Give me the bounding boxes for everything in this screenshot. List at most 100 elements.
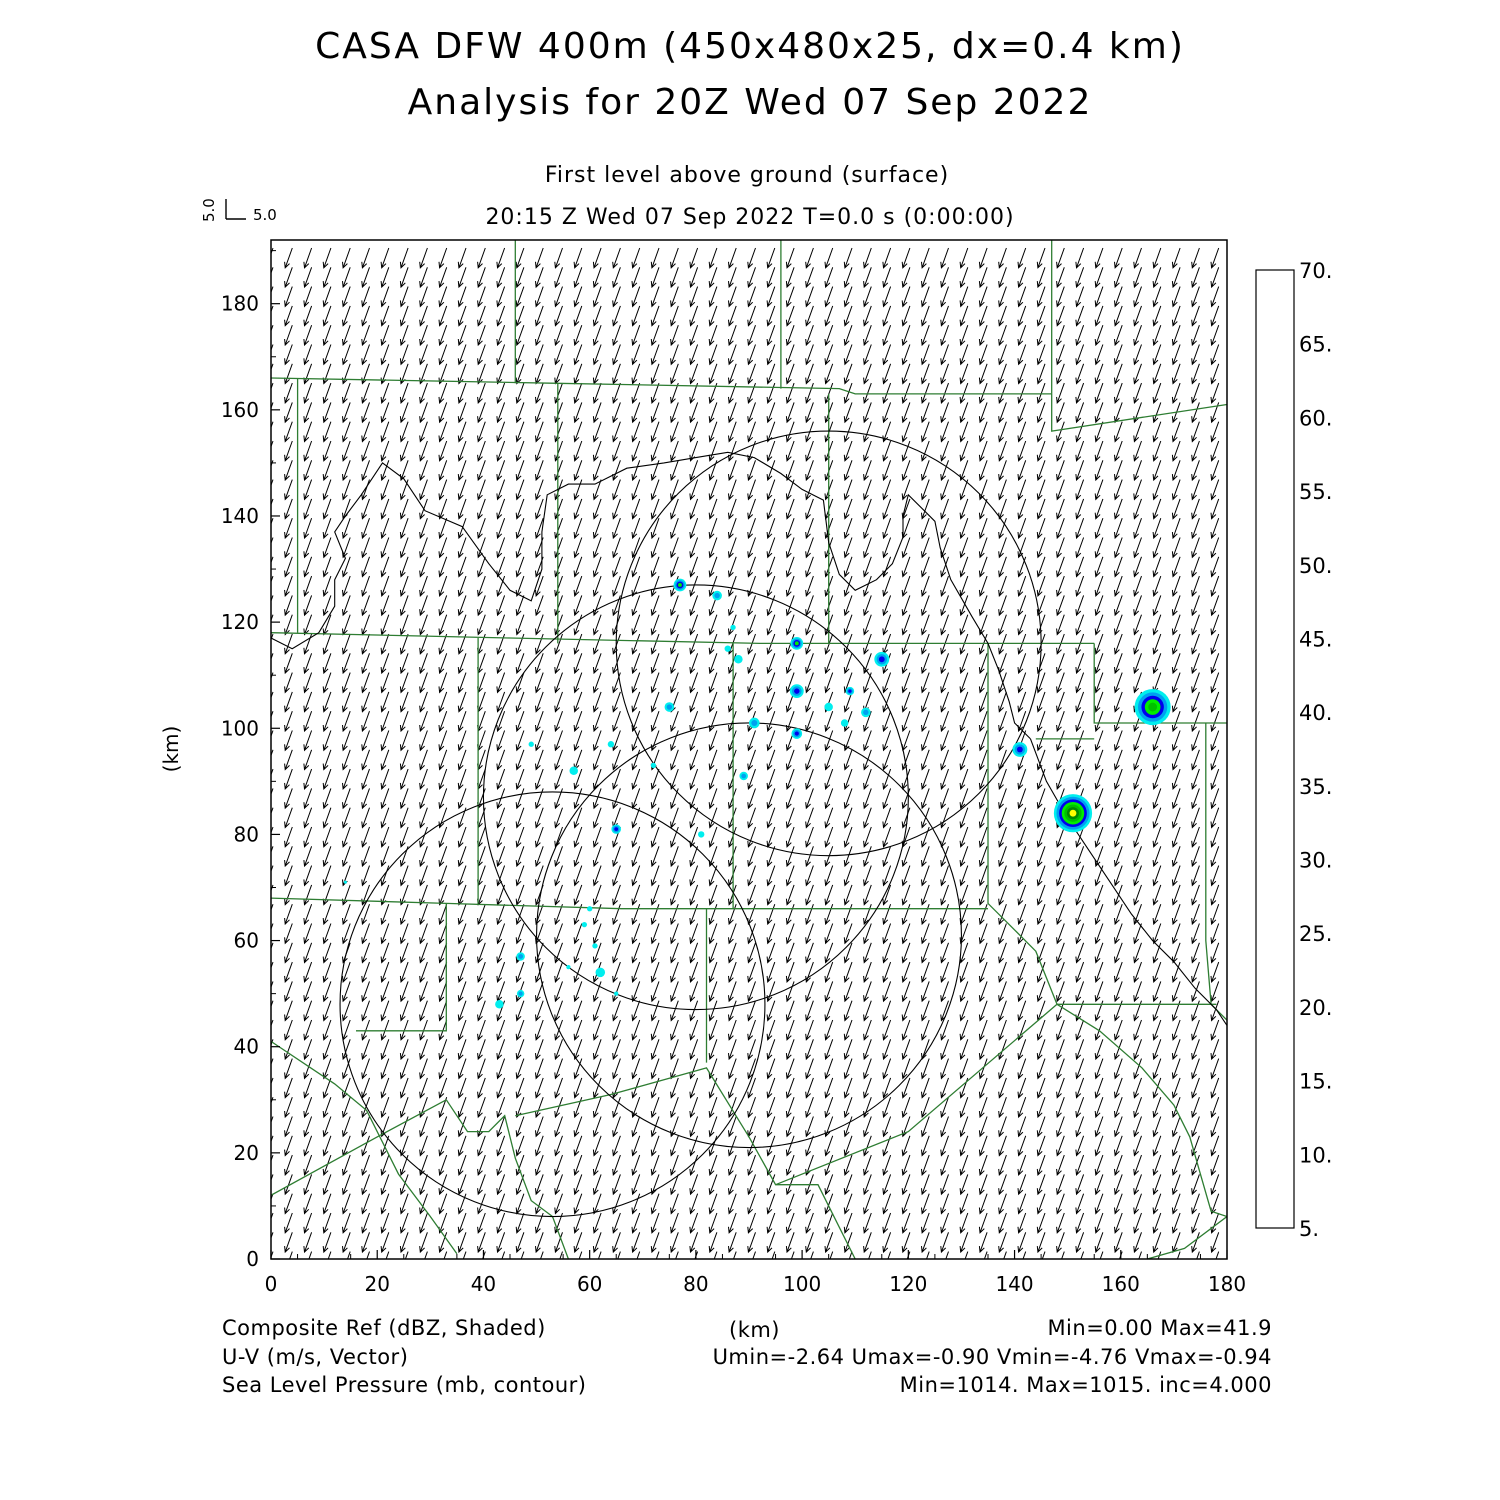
cell-shade: [863, 709, 869, 716]
reflectivity-cell: [516, 989, 525, 998]
map-title: CASA DFW 400m (450x480x25, dx=0.4 km): [315, 26, 1185, 67]
reflectivity-cell: [495, 1000, 504, 1009]
colorbar-label: 20.: [1299, 996, 1332, 1020]
y-tick-label: 80: [234, 822, 259, 846]
y-tick-label: 100: [221, 716, 259, 740]
colorbar-label: 50.: [1299, 554, 1332, 578]
reflectivity-cell: [790, 636, 804, 650]
footer-left-2: U-V (m/s, Vector): [222, 1345, 409, 1369]
cell-shade: [794, 641, 799, 646]
reflectivity-cell: [789, 684, 804, 699]
colorbar-label: 70.: [1299, 259, 1332, 283]
vector-key-x-label: 5.0: [253, 206, 277, 224]
cell-shade: [1016, 746, 1023, 753]
county-line: [271, 377, 1052, 395]
reflectivity-cell: [650, 762, 657, 769]
cell-shade: [518, 991, 523, 996]
cell-shade: [751, 719, 758, 726]
county-line: [1205, 723, 1227, 1021]
county-line: [1093, 643, 1227, 724]
y-tick-label: 60: [234, 929, 259, 953]
reflectivity-cell: [611, 824, 622, 834]
colorbar-label: 60.: [1299, 406, 1332, 430]
reflectivity-cell: [673, 578, 687, 592]
county-line: [271, 1040, 458, 1255]
reflectivity-cell: [1053, 794, 1093, 833]
y-axis-label: (km): [159, 726, 183, 773]
colorbar-label: 30.: [1299, 849, 1332, 873]
reflectivity-cell: [874, 651, 890, 667]
y-axis-ticks: 0 20 40 60 80 100 120 140 160 180: [221, 250, 280, 1271]
y-tick-label: 140: [221, 504, 259, 528]
cell-shade: [794, 731, 799, 736]
vector-key-y-label: 5.0: [200, 198, 218, 222]
colorbar-label: 15.: [1299, 1070, 1332, 1094]
colorbar: 5. 10. 15. 20. 25. 30. 35. 40. 45. 50. 55. 60. 65. 70…: [1255, 259, 1332, 1241]
y-tick-label: 0: [246, 1247, 259, 1271]
county-line: [987, 643, 1058, 1005]
x-tick-label: 140: [995, 1272, 1033, 1296]
colorbar-frame: [1255, 269, 1295, 1229]
reflectivity-cells: [343, 578, 1171, 1009]
radar-ring: [536, 722, 962, 1149]
county-boundaries: [271, 240, 1227, 1259]
reflectivity-cell: [698, 831, 705, 838]
county-line: [1056, 1003, 1227, 1218]
pressure-contour: [271, 451, 1031, 740]
county-line: [1147, 1215, 1227, 1259]
cell-shade: [518, 954, 524, 959]
reflectivity-cell: [592, 943, 598, 949]
x-tick-label: 120: [889, 1272, 927, 1296]
cell-shade: [878, 656, 885, 663]
cell-shade: [1148, 702, 1158, 712]
vector-key: 5.0 5.0: [200, 198, 277, 224]
reflectivity-cell: [607, 741, 615, 748]
county-line: [271, 632, 1095, 645]
cell-shade: [794, 688, 800, 694]
x-tick-label: 20: [364, 1272, 389, 1296]
cell-shade: [678, 583, 682, 587]
x-tick-label: 100: [783, 1272, 821, 1296]
y-tick-label: 120: [221, 610, 259, 634]
reflectivity-cell: [595, 967, 606, 978]
wind-vectors: [271, 247, 1220, 1259]
x-tick-label: 0: [265, 1272, 278, 1296]
reflectivity-cell: [664, 702, 675, 712]
cell-shade: [824, 702, 833, 712]
radar-ring: [339, 791, 766, 1218]
radar-ring: [615, 430, 1042, 857]
cell-shade: [666, 704, 673, 710]
cell-shade: [698, 831, 705, 838]
radar-ring: [482, 584, 909, 1011]
y-tick-label: 20: [234, 1141, 259, 1165]
colorbar-label: 40.: [1299, 701, 1332, 725]
cell-shade: [650, 762, 657, 769]
x-tick-label: 60: [577, 1272, 602, 1296]
x-tick-label: 160: [1102, 1272, 1140, 1296]
cell-shade: [724, 645, 731, 652]
reflectivity-cell: [566, 964, 571, 970]
cell-shade: [848, 689, 852, 693]
reflectivity-cell: [712, 590, 722, 601]
footer-left-3: Sea Level Pressure (mb, contour): [222, 1373, 587, 1397]
x-tick-label: 180: [1208, 1272, 1246, 1296]
colorbar-label: 10.: [1299, 1143, 1332, 1167]
reflectivity-cell: [739, 771, 748, 781]
cell-shade: [595, 967, 606, 978]
y-tick-label: 40: [234, 1035, 259, 1059]
reflectivity-cell: [749, 717, 760, 729]
reflectivity-cell: [791, 728, 803, 739]
valid-time-label: 20:15 Z Wed 07 Sep 2022 T=0.0 s (0:00:00…: [485, 205, 1015, 230]
reflectivity-cell: [724, 645, 731, 652]
colorbar-label: 45.: [1299, 628, 1332, 652]
county-line: [445, 1099, 570, 1259]
colorbar-label: 55.: [1299, 480, 1332, 504]
county-line: [271, 1099, 447, 1196]
cell-shade: [343, 880, 347, 884]
x-axis-ticks: 0 20 40 60 80 100 120 140 160 180: [265, 1250, 1246, 1296]
x-tick-label: 80: [683, 1272, 708, 1296]
level-label: First level above ground (surface): [544, 163, 950, 188]
footer-right-2: Umin=-2.64 Umax=-0.90 Vmin=-4.76 Vmax=-0…: [712, 1345, 1272, 1369]
reflectivity-cell: [1134, 689, 1171, 726]
